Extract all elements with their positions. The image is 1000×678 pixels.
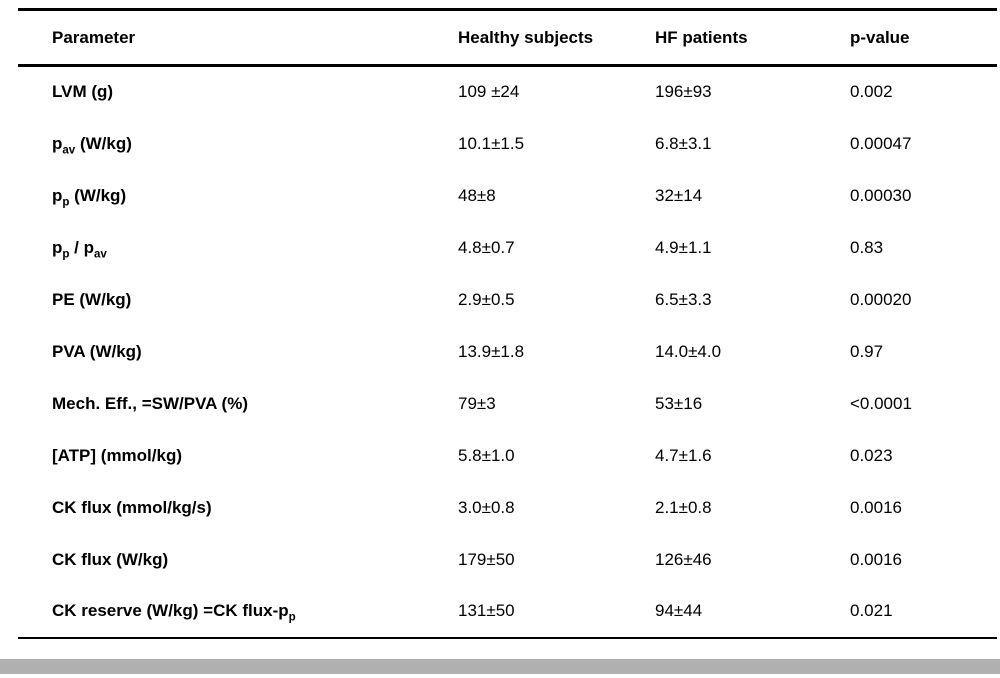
table-row: CK flux (mmol/kg/s) 3.0±0.8 2.1±0.8 0.0016 [18, 482, 997, 534]
p-value-cell: <0.0001 [850, 393, 912, 413]
table-row: CK flux (W/kg) 179±50 126±46 0.0016 [18, 534, 997, 586]
hf-patients-cell: 4.9±1.1 [655, 237, 712, 257]
parameter-cell: PE (W/kg) [52, 289, 132, 309]
p-value-cell: 0.023 [850, 445, 893, 465]
p-value-cell: 0.00030 [850, 185, 912, 205]
parameter-cell: pav (W/kg) [52, 133, 132, 156]
p-value-cell: 0.002 [850, 82, 893, 102]
hf-patients-cell: 14.0±4.0 [655, 341, 722, 361]
healthy-subjects-cell: 3.0±0.8 [458, 497, 515, 517]
parameter-cell: LVM (g) [52, 82, 114, 102]
table-body: LVM (g) 109 ±24 196±93 0.002 pav (W/kg) 10.1±… [18, 66, 997, 638]
hf-patients-cell: 6.5±3.3 [655, 289, 712, 309]
parameter-cell: pp / pav [52, 237, 107, 260]
table-header: Parameter Healthy subjects HF patients p… [18, 10, 997, 66]
parameter-cell: CK flux (W/kg) [52, 549, 169, 569]
table-row: pp (W/kg) 48±8 32±14 0.00030 [18, 170, 997, 222]
parameter-cell: Mech. Eff., =SW/PVA (%) [52, 393, 248, 413]
hf-patients-cell: 4.7±1.6 [655, 445, 712, 465]
p-value-cell: 0.00020 [850, 289, 912, 309]
column-header-p-value: p-value [850, 27, 910, 47]
parameter-cell: pp (W/kg) [52, 185, 127, 208]
column-header-healthy-subjects: Healthy subjects [458, 27, 594, 47]
hf-patients-cell: 6.8±3.1 [655, 133, 712, 153]
table-row: PVA (W/kg) 13.9±1.8 14.0±4.0 0.97 [18, 326, 997, 378]
p-value-cell: 0.0016 [850, 549, 902, 569]
footer-bar [0, 659, 1000, 674]
healthy-subjects-cell: 79±3 [458, 393, 496, 413]
healthy-subjects-cell: 109 ±24 [458, 82, 520, 102]
header-row: Parameter Healthy subjects HF patients p… [18, 10, 997, 66]
parameter-cell: CK reserve (W/kg) =CK flux-pp [52, 601, 296, 624]
healthy-subjects-cell: 48±8 [458, 185, 496, 205]
table-row: CK reserve (W/kg) =CK flux-pp 131±50 94±44… [18, 586, 997, 638]
hf-patients-cell: 196±93 [655, 82, 712, 102]
parameter-cell: CK flux (mmol/kg/s) [52, 497, 212, 517]
table-row: LVM (g) 109 ±24 196±93 0.002 [18, 66, 997, 118]
healthy-subjects-cell: 2.9±0.5 [458, 289, 515, 309]
hf-patients-cell: 32±14 [655, 185, 703, 205]
p-value-cell: 0.0016 [850, 497, 902, 517]
healthy-subjects-cell: 5.8±1.0 [458, 445, 515, 465]
hf-patients-cell: 2.1±0.8 [655, 497, 712, 517]
healthy-subjects-cell: 13.9±1.8 [458, 341, 525, 361]
table-row: [ATP] (mmol/kg) 5.8±1.0 4.7±1.6 0.023 [18, 430, 997, 482]
hf-patients-cell: 53±16 [655, 393, 703, 413]
table-row: Mech. Eff., =SW/PVA (%) 79±3 53±16 <0.0001 [18, 378, 997, 430]
parameter-cell: PVA (W/kg) [52, 341, 142, 361]
column-header-parameter: Parameter [52, 27, 136, 47]
hf-patients-cell: 126±46 [655, 549, 712, 569]
healthy-subjects-cell: 179±50 [458, 549, 515, 569]
hf-patients-cell: 94±44 [655, 601, 703, 620]
table-row: pp / pav 4.8±0.7 4.9±1.1 0.83 [18, 222, 997, 274]
parameter-cell: [ATP] (mmol/kg) [52, 445, 183, 465]
p-value-cell: 0.83 [850, 237, 884, 257]
results-table: Parameter Healthy subjects HF patients p… [18, 8, 997, 639]
p-value-cell: 0.021 [850, 601, 893, 620]
healthy-subjects-cell: 4.8±0.7 [458, 237, 515, 257]
p-value-cell: 0.00047 [850, 133, 912, 153]
column-header-hf-patients: HF patients [655, 27, 748, 47]
healthy-subjects-cell: 131±50 [458, 601, 515, 620]
table-row: PE (W/kg) 2.9±0.5 6.5±3.3 0.00020 [18, 274, 997, 326]
p-value-cell: 0.97 [850, 341, 884, 361]
table-row: pav (W/kg) 10.1±1.5 6.8±3.1 0.00047 [18, 118, 997, 170]
healthy-subjects-cell: 10.1±1.5 [458, 133, 525, 153]
